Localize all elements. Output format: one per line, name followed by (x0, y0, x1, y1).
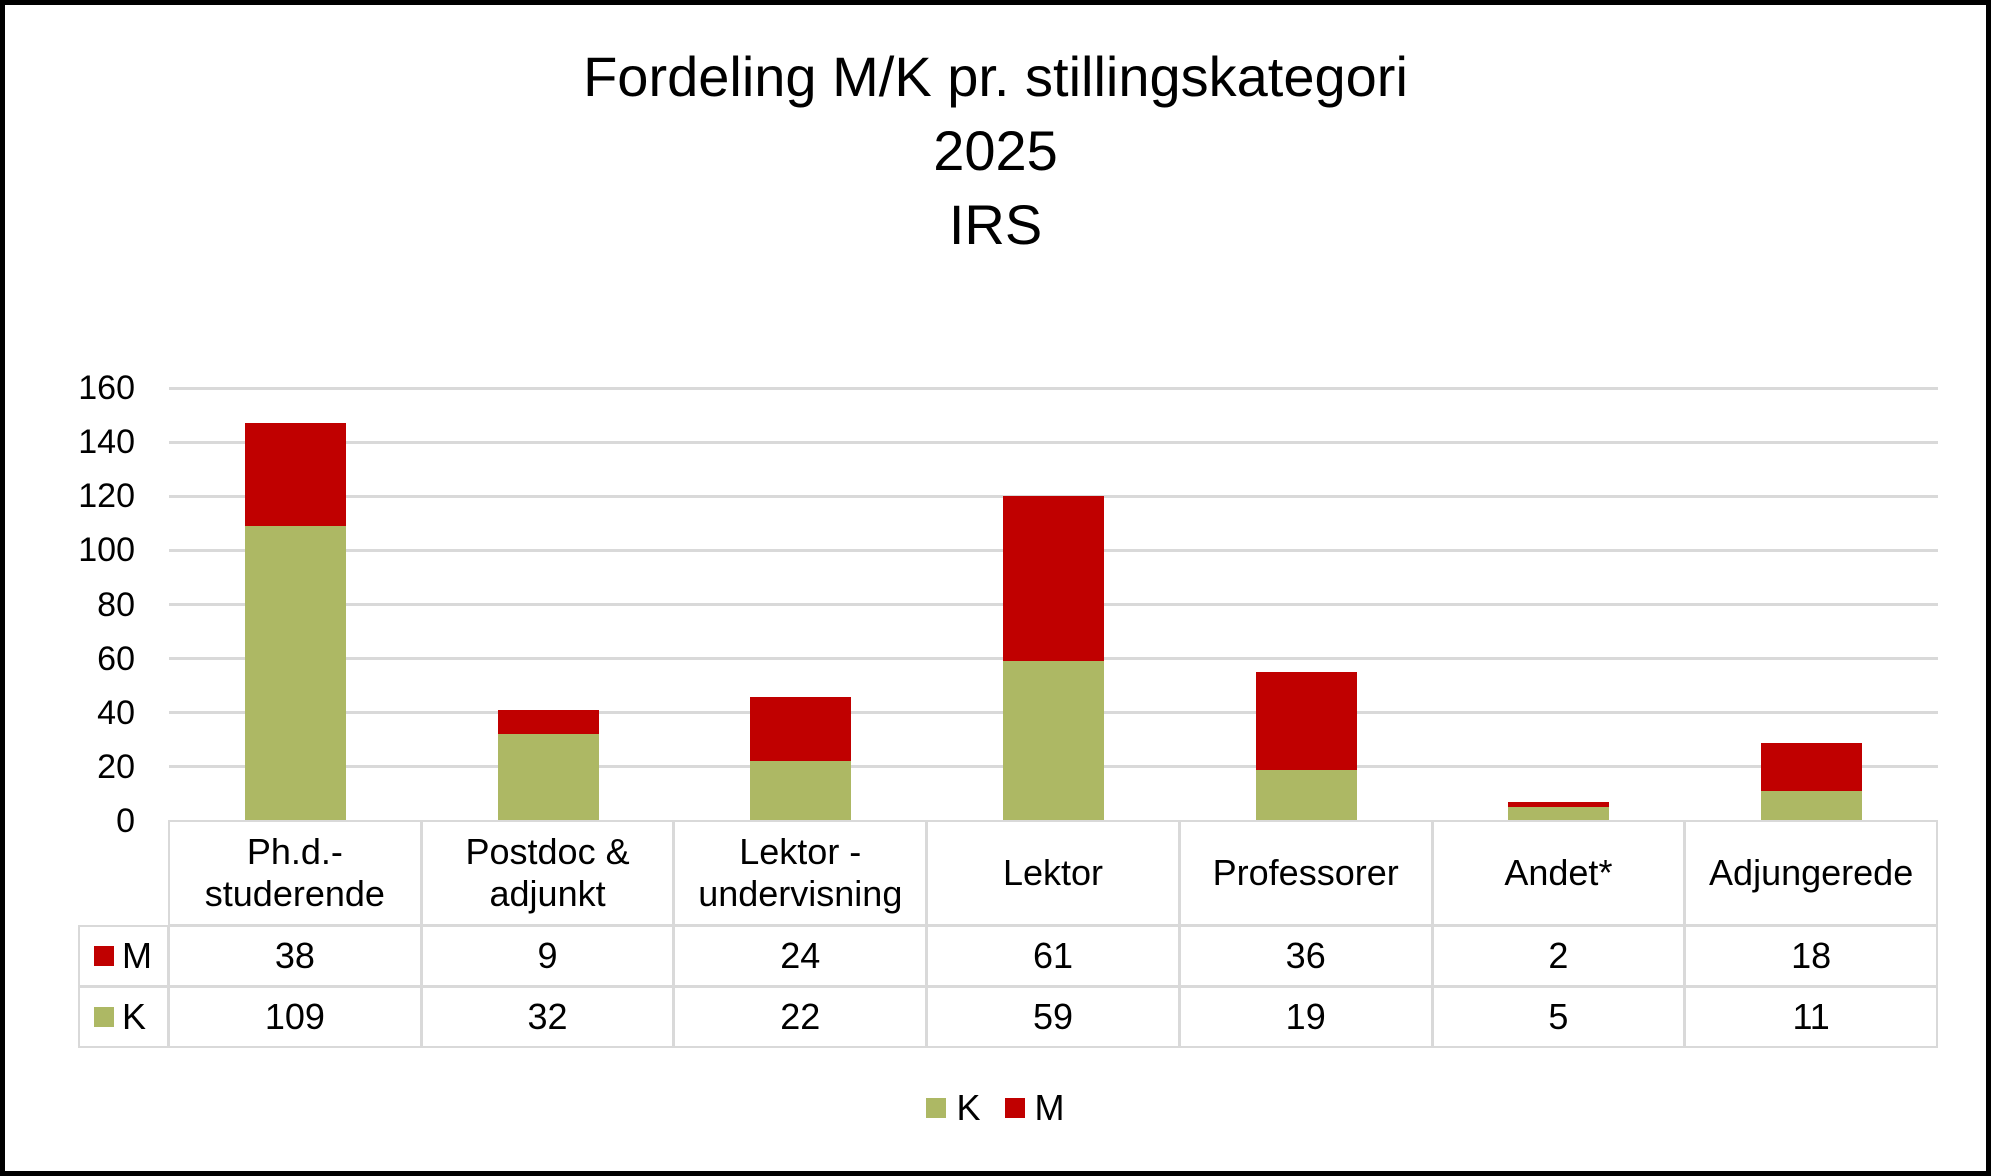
table-header-cell: Adjungerede (1684, 820, 1938, 926)
table-header-cell: Ph.d.- studerende (168, 820, 422, 926)
table-series-label: K (78, 986, 169, 1048)
y-axis-tick-label: 60 (97, 639, 135, 678)
table-value-cell: 22 (673, 986, 928, 1048)
table-header-cell: Postdoc & adjunkt (420, 820, 675, 926)
legend-label: M (1034, 1087, 1065, 1128)
table-value-cell: 61 (926, 925, 1180, 987)
category-label-line: Andet* (1504, 852, 1613, 893)
bar-segment-k[interactable] (1255, 769, 1357, 821)
category-label-line: Ph.d.- (246, 831, 343, 872)
category-label-line: Professorer (1212, 852, 1399, 893)
series-name: K (122, 996, 147, 1037)
legend-item-k[interactable]: K (926, 1087, 981, 1129)
table-header-cell: Lektor - undervisning (673, 820, 928, 926)
bar-segment-m[interactable] (1508, 802, 1610, 808)
bar-segment-m[interactable] (244, 423, 346, 526)
category-label: Ph.d.- studerende (205, 831, 385, 915)
table-value-cell: 59 (926, 986, 1180, 1048)
category-label: Adjungerede (1709, 852, 1913, 894)
y-axis-tick-label: 40 (97, 693, 135, 732)
table-header-cell: Lektor (926, 820, 1180, 926)
bar-segment-m[interactable] (1761, 742, 1863, 792)
category-label-line: undervisning (698, 873, 903, 914)
legend-swatch-icon (926, 1098, 947, 1118)
category-label: Professorer (1213, 852, 1399, 894)
y-axis-tick-label: 0 (116, 802, 135, 840)
y-axis-tick-label: 140 (78, 423, 135, 462)
y-axis-tick-label: 80 (97, 585, 135, 624)
category-label-line: Adjungerede (1709, 852, 1914, 893)
category-label-line: Postdoc & (465, 831, 630, 872)
chart-title: Fordeling M/K pr. stillingskategori 2025… (0, 40, 1991, 262)
gridline (169, 440, 1938, 444)
category-label: Lektor - undervisning (698, 831, 902, 915)
bar-segment-k[interactable] (1508, 807, 1610, 821)
table-value-cell: 11 (1684, 986, 1938, 1048)
legend-swatch-icon (1004, 1098, 1025, 1118)
gridline (169, 386, 1938, 390)
bar-segment-m[interactable] (1255, 672, 1357, 770)
legend-swatch-icon (94, 946, 114, 966)
category-label-line: Lektor (1002, 852, 1104, 893)
bar-segment-k[interactable] (1761, 791, 1863, 821)
series-name: M (122, 935, 152, 976)
category-label-line: Lektor - (739, 831, 862, 872)
bar-segment-k[interactable] (497, 734, 599, 821)
chart-title-line-2: 2025 (933, 119, 1058, 182)
table-value-cell: 18 (1684, 925, 1938, 987)
bar-segment-m[interactable] (1003, 496, 1104, 662)
y-axis-tick-label: 120 (78, 477, 135, 516)
y-axis-tick-label: 100 (78, 531, 135, 570)
category-label: Lektor (1003, 852, 1103, 894)
y-axis-tick-label: 20 (97, 747, 135, 786)
legend-swatch-icon (94, 1007, 114, 1027)
table-header-cell: Professorer (1178, 820, 1433, 926)
legend-item-m[interactable]: M (1004, 1087, 1065, 1129)
table-value-cell: 24 (673, 925, 928, 987)
category-label: Postdoc & adjunkt (466, 831, 630, 915)
table-value-cell: 5 (1431, 986, 1686, 1048)
table-series-label: M (78, 925, 169, 987)
table-value-cell: 9 (420, 925, 675, 987)
category-label: Andet* (1504, 852, 1612, 894)
chart-title-line-3: IRS (948, 193, 1043, 256)
category-label-line: adjunkt (489, 873, 606, 914)
y-axis-tick-label: 160 (78, 369, 135, 407)
table-value-cell: 32 (420, 986, 675, 1048)
chart-title-line-1: Fordeling M/K pr. stillingskategori (583, 45, 1408, 108)
table-value-cell: 36 (1178, 925, 1433, 987)
bar-segment-k[interactable] (750, 761, 852, 821)
bar-segment-k[interactable] (1003, 661, 1104, 821)
bar-segment-m[interactable] (750, 696, 852, 762)
table-header-cell: Andet* (1431, 820, 1686, 926)
table-value-cell: 19 (1178, 986, 1433, 1048)
category-label-line: studerende (204, 873, 385, 914)
bar-segment-k[interactable] (244, 526, 346, 821)
table-value-cell: 2 (1431, 925, 1686, 987)
legend-label: K (956, 1087, 981, 1128)
table-value-cell: 109 (168, 986, 422, 1048)
table-value-cell: 38 (168, 925, 422, 987)
bar-segment-m[interactable] (497, 710, 599, 735)
